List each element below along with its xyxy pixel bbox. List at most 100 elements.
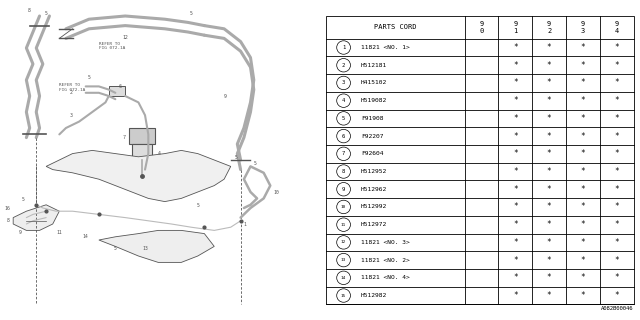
Text: H512962: H512962 (361, 187, 387, 192)
Text: *: * (547, 78, 552, 87)
Text: *: * (547, 132, 552, 140)
Text: *: * (580, 149, 585, 158)
Text: *: * (580, 238, 585, 247)
Text: 5: 5 (22, 196, 24, 202)
Text: 11: 11 (341, 223, 346, 227)
Text: H512992: H512992 (361, 204, 387, 210)
Text: 2: 2 (70, 90, 72, 95)
Text: *: * (513, 203, 518, 212)
Text: *: * (614, 203, 619, 212)
Text: 10: 10 (273, 189, 279, 195)
Text: 16: 16 (4, 205, 10, 211)
Text: REFER TO
FIG 072-1A: REFER TO FIG 072-1A (99, 42, 125, 50)
Text: 11821 <NO. 1>: 11821 <NO. 1> (361, 45, 410, 50)
FancyBboxPatch shape (109, 86, 125, 96)
Text: PARTS CORD: PARTS CORD (374, 24, 417, 30)
Text: H519082: H519082 (361, 98, 387, 103)
Text: *: * (614, 167, 619, 176)
Text: H512972: H512972 (361, 222, 387, 227)
Text: 11821 <NO. 4>: 11821 <NO. 4> (361, 275, 410, 280)
Text: 9: 9 (19, 230, 21, 236)
Text: REFER TO
FIG 072-1A: REFER TO FIG 072-1A (60, 83, 86, 92)
Text: *: * (580, 273, 585, 282)
Text: 9
2: 9 2 (547, 20, 551, 34)
Text: 9
1: 9 1 (513, 20, 518, 34)
Text: *: * (547, 203, 552, 212)
FancyBboxPatch shape (132, 144, 152, 160)
Text: 9: 9 (342, 187, 345, 192)
Text: 6: 6 (118, 84, 122, 89)
Text: 15: 15 (341, 293, 346, 298)
Text: *: * (547, 256, 552, 265)
Text: *: * (513, 96, 518, 105)
Text: 5: 5 (88, 75, 90, 80)
Text: 7: 7 (122, 135, 125, 140)
Text: *: * (547, 185, 552, 194)
Text: 7: 7 (342, 151, 345, 156)
Text: 4: 4 (158, 151, 161, 156)
Text: 5: 5 (254, 161, 257, 166)
Text: *: * (580, 203, 585, 212)
Text: 3: 3 (70, 113, 72, 118)
Text: *: * (580, 43, 585, 52)
Text: *: * (513, 78, 518, 87)
Text: 8: 8 (342, 169, 345, 174)
Text: *: * (580, 114, 585, 123)
Text: F92604: F92604 (361, 151, 383, 156)
Text: *: * (513, 149, 518, 158)
Polygon shape (99, 230, 214, 262)
Text: *: * (547, 114, 552, 123)
Text: *: * (513, 273, 518, 282)
Polygon shape (13, 205, 60, 230)
Text: *: * (580, 167, 585, 176)
Text: *: * (580, 291, 585, 300)
Text: 9
3: 9 3 (581, 20, 585, 34)
Text: 14: 14 (341, 276, 346, 280)
Text: 4: 4 (342, 98, 345, 103)
Text: *: * (513, 132, 518, 140)
Text: *: * (614, 78, 619, 87)
Text: *: * (547, 96, 552, 105)
Text: 12: 12 (341, 240, 346, 244)
Text: *: * (614, 149, 619, 158)
Text: A082B00046: A082B00046 (601, 306, 634, 310)
Text: *: * (614, 43, 619, 52)
Text: 9
4: 9 4 (614, 20, 619, 34)
Text: 3: 3 (342, 80, 345, 85)
Text: *: * (614, 238, 619, 247)
Text: 1: 1 (244, 221, 247, 227)
Text: 5: 5 (342, 116, 345, 121)
Text: 10: 10 (341, 205, 346, 209)
Text: H512982: H512982 (361, 293, 387, 298)
Text: 9
0: 9 0 (479, 20, 484, 34)
Text: *: * (513, 291, 518, 300)
Text: H415102: H415102 (361, 80, 387, 85)
Text: 14: 14 (83, 234, 88, 239)
Text: *: * (513, 185, 518, 194)
Text: *: * (614, 273, 619, 282)
Text: *: * (513, 114, 518, 123)
Text: 8: 8 (7, 218, 10, 223)
Text: H512952: H512952 (361, 169, 387, 174)
Text: *: * (547, 43, 552, 52)
Text: H512181: H512181 (361, 63, 387, 68)
Text: *: * (580, 78, 585, 87)
Text: *: * (614, 291, 619, 300)
Text: 12: 12 (122, 35, 128, 40)
Text: *: * (580, 256, 585, 265)
Text: *: * (614, 132, 619, 140)
FancyBboxPatch shape (129, 128, 155, 144)
Text: *: * (547, 291, 552, 300)
Text: 1: 1 (342, 45, 345, 50)
Text: *: * (547, 149, 552, 158)
Text: 9: 9 (224, 93, 227, 99)
Text: 5: 5 (45, 11, 47, 16)
Text: 2: 2 (342, 63, 345, 68)
Text: *: * (614, 114, 619, 123)
Text: 11: 11 (56, 230, 62, 236)
Text: F91908: F91908 (361, 116, 383, 121)
Text: *: * (580, 220, 585, 229)
Text: 5: 5 (189, 11, 193, 16)
Text: 5: 5 (114, 246, 116, 252)
Polygon shape (46, 150, 231, 202)
